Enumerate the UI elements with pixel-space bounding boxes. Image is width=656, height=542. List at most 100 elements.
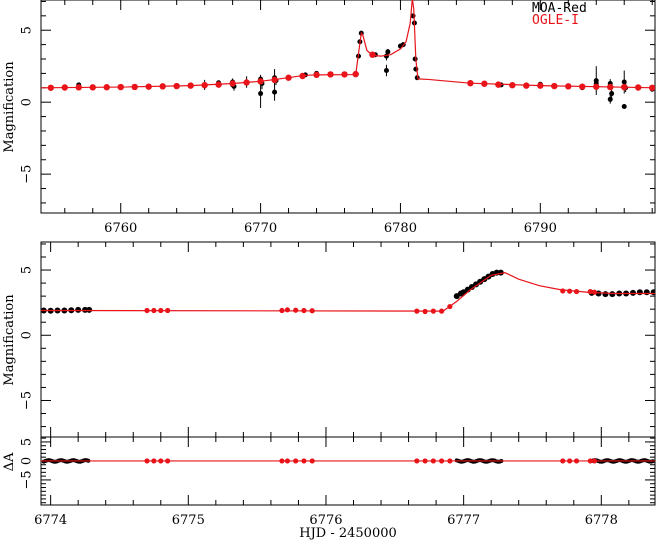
moa-point: [621, 104, 627, 109]
moa-point: [385, 49, 391, 55]
y-tick-label: −5: [20, 470, 35, 489]
panel-frame-residuals: [40, 436, 656, 506]
moa-point: [258, 91, 264, 97]
y-tick-label: 5: [20, 438, 35, 446]
ogle-point: [567, 288, 573, 294]
ogle-residual-point: [591, 458, 598, 464]
ogle-residual-point: [144, 458, 150, 464]
ogle-point: [369, 51, 376, 58]
ogle-point: [573, 288, 580, 295]
moa-point: [412, 56, 418, 62]
x-tick-label: 6777: [447, 513, 480, 528]
ogle-point: [159, 83, 166, 90]
x-axis-label: HJD - 2450000: [299, 526, 397, 541]
y-tick-label: 0: [20, 98, 35, 106]
ogle-point: [284, 307, 291, 313]
legend-entry-ogle-i: OGLE-I: [532, 13, 579, 28]
ogle-point: [103, 84, 110, 91]
ogle-point: [352, 70, 359, 78]
ogle-point: [229, 80, 236, 87]
x-tick-label: 6760: [104, 221, 137, 236]
ogle-point: [89, 84, 96, 91]
ogle-point: [591, 289, 598, 295]
ogle-point: [341, 71, 348, 78]
y-axis-label: Magnification: [2, 61, 17, 153]
ogle-point: [187, 82, 194, 89]
moa-point: [602, 291, 609, 298]
ogle-point: [327, 71, 334, 78]
y-tick-label: 5: [20, 266, 35, 274]
ogle-residual-point: [560, 458, 566, 464]
ogle-point: [467, 79, 474, 87]
ogle-residual-point: [447, 458, 453, 464]
ogle-residual-point: [301, 458, 307, 464]
y-tick-label: −5: [20, 391, 35, 410]
ogle-point: [607, 83, 614, 91]
moa-point: [629, 289, 636, 296]
ogle-residual-point: [293, 458, 299, 464]
ogle-point: [587, 288, 593, 295]
ogle-point: [414, 308, 420, 314]
y-tick-label: 5: [20, 26, 35, 34]
moa-point: [609, 91, 615, 97]
ogle-residual-point: [158, 458, 164, 464]
ogle-point: [215, 81, 222, 88]
ogle-residual-point: [573, 458, 580, 464]
moa-point: [643, 289, 650, 296]
ogle-point: [271, 76, 278, 84]
ogle-residual-point: [165, 458, 171, 464]
ogle-point: [309, 308, 315, 314]
data-layer-zoom: [41, 269, 655, 315]
ogle-point: [117, 83, 124, 91]
ogle-point: [165, 307, 171, 314]
moa-point: [383, 68, 389, 74]
ogle-point: [422, 308, 428, 315]
ogle-point: [293, 307, 299, 313]
ogle-point: [621, 83, 628, 91]
ogle-point: [173, 82, 180, 90]
ogle-residual-point: [430, 458, 436, 464]
ogle-point: [430, 308, 436, 314]
ogle-point: [509, 82, 516, 89]
ogle-residual-point: [422, 458, 428, 464]
ogle-point: [579, 83, 586, 90]
moa-point: [75, 306, 82, 313]
data-layer-residuals: [41, 458, 655, 464]
moa-point: [86, 306, 93, 313]
ogle-residual-point: [567, 458, 573, 464]
ogle-residual-point: [309, 458, 315, 464]
moa-point: [636, 289, 643, 296]
x-tick-label: 6780: [384, 221, 417, 236]
ogle-point: [243, 79, 250, 86]
ogle-residual-point: [279, 458, 285, 464]
ogle-point: [158, 307, 164, 314]
moa-point: [595, 290, 602, 297]
ogle-point: [495, 81, 502, 88]
ogle-point: [285, 74, 292, 81]
x-tick-label: 6770: [244, 221, 277, 236]
y-tick-label: −5: [20, 165, 35, 184]
ogle-point: [257, 78, 264, 85]
data-layer-overview: [41, 0, 655, 109]
x-tick-label: 6775: [172, 513, 205, 528]
x-tick-label: 6790: [524, 221, 557, 236]
ogle-point: [201, 82, 208, 89]
panel-frame-zoom: [40, 241, 656, 438]
ogle-point: [481, 80, 488, 87]
ogle-point: [551, 82, 558, 90]
ogle-point: [565, 83, 572, 90]
ogle-point: [75, 84, 82, 91]
moa-point: [621, 79, 627, 85]
ogle-point: [560, 288, 566, 294]
ogle-residual-point: [439, 458, 445, 464]
x-tick-label: 6774: [34, 513, 67, 528]
ogle-point: [439, 308, 445, 314]
ogle-residual-point: [151, 458, 157, 464]
y-tick-label: 0: [20, 331, 35, 339]
ogle-point: [299, 72, 306, 80]
ogle-point: [144, 307, 150, 314]
ogle-residual-point: [414, 458, 420, 464]
moa-point: [609, 291, 616, 298]
moa-point: [82, 306, 89, 313]
